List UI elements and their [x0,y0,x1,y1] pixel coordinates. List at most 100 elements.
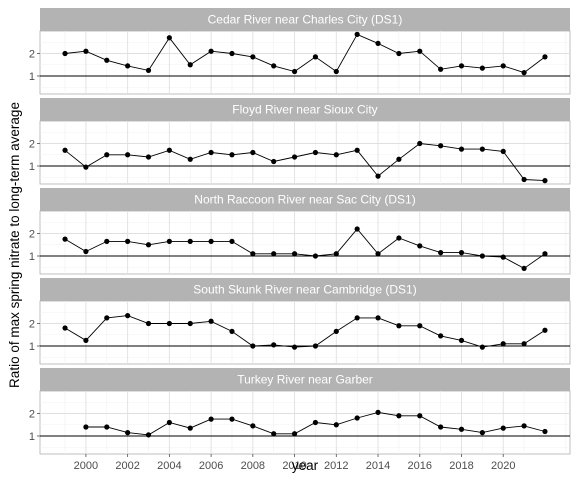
facet-panel: Cedar River near Charles City (DS1) [39,8,571,95]
facet-panel: Floyd River near Sioux City [39,98,571,185]
data-point [375,251,381,257]
data-point [417,323,423,329]
data-point [312,419,319,426]
data-point [438,333,444,339]
y-tick-label: 2 [29,409,35,421]
data-point [208,238,214,244]
data-point [250,343,256,349]
data-point [104,57,110,63]
data-point [542,428,548,435]
facet-strip [40,98,570,121]
data-point [521,265,527,271]
data-point [145,432,152,438]
panel-background [39,210,571,275]
data-point [542,327,548,333]
data-point [271,251,277,257]
series-line [64,33,546,74]
data-point [542,54,548,60]
x-tick-label: 2010 [282,460,306,472]
x-tick-label: 2014 [366,460,390,472]
data-point [542,178,548,184]
data-point [375,40,381,46]
data-point [166,147,172,153]
data-point [333,422,339,428]
data-point [208,416,214,422]
x-tick-label: 2018 [449,460,473,472]
data-point [62,147,68,153]
data-point [458,426,465,432]
data-point [500,254,506,260]
data-point [83,424,89,430]
data-point [291,251,298,257]
y-tick-label: 2 [29,229,35,241]
y-tick-label: 1 [29,161,35,173]
panel-background [39,390,571,455]
x-tick-label: 2008 [241,460,265,472]
x-tick-label: 2002 [115,460,139,472]
data-point [291,68,298,75]
data-point [187,320,193,327]
data-point [375,315,381,321]
x-tick-label: 2016 [408,460,432,472]
data-point [542,251,548,257]
facet-strip [40,368,570,391]
data-point [375,409,381,415]
x-axis: 2000 2002 2004 2006 2008 2010 2012 2014 2016 2018… [74,454,515,472]
facet-panel: Turkey River near Garber [39,368,571,455]
data-point [396,413,402,419]
data-point [396,156,402,162]
x-tick-label: 2012 [324,460,348,472]
data-point [83,248,89,255]
data-point [125,152,131,158]
data-point [104,315,110,321]
data-point [83,48,89,54]
facet-strip [40,8,570,31]
data-point [333,152,339,158]
data-point [396,235,402,241]
x-tick-label: 2006 [199,460,223,472]
data-point [271,431,277,437]
data-point [145,242,152,248]
data-point [166,419,172,426]
panel-background [39,120,571,185]
data-point [250,251,256,257]
y-tick-label: 2 [29,139,35,151]
data-point [458,146,465,152]
data-point [333,328,339,334]
data-point [479,253,485,259]
data-point [438,66,444,72]
facet-strip-label: Floyd River near Sioux City [232,103,377,117]
data-point [250,54,256,60]
data-point [458,337,465,343]
data-point [417,413,423,419]
data-point [145,154,152,160]
facet-strip-label: North Raccoon River near Sac City (DS1) [194,193,415,207]
data-point [479,65,485,71]
data-point [166,35,172,41]
data-point [417,243,423,249]
data-point [187,238,193,244]
data-point [438,143,444,149]
data-point [271,158,277,165]
panel-background [39,300,571,365]
data-point [125,313,131,319]
data-point [375,173,381,179]
data-point [438,424,444,430]
x-axis-title: year [292,458,319,473]
data-point [354,315,360,321]
facet-strip-label: Cedar River near Charles City (DS1) [208,13,403,27]
y-tick-label: 2 [29,49,35,61]
facet-strip [40,278,570,301]
x-tick-label: 2000 [74,460,98,472]
facet-strip-label: Turkey River near Garber [237,373,373,387]
data-point [125,430,131,436]
data-point [62,325,68,331]
data-point [187,425,193,431]
y-tick-label: 1 [29,341,35,353]
data-point [208,318,214,324]
series-line [64,315,546,348]
data-point [187,62,193,68]
data-point [312,149,319,156]
data-point [166,238,172,244]
